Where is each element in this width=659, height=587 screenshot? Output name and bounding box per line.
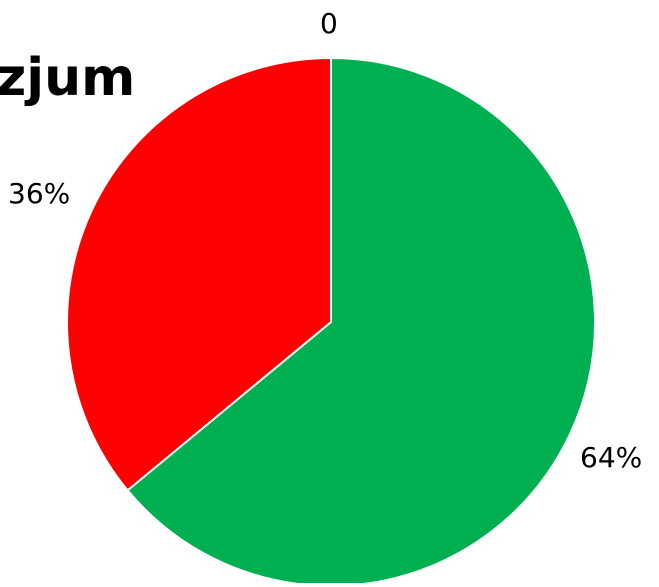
data-label-red: 36% [8, 177, 71, 210]
chart-title: zjum [0, 48, 136, 108]
pie-slice-red [66, 56, 332, 492]
data-label-zero: 0 [320, 7, 338, 40]
data-label-green: 64% [580, 441, 643, 474]
pie-slice-green [126, 56, 596, 587]
